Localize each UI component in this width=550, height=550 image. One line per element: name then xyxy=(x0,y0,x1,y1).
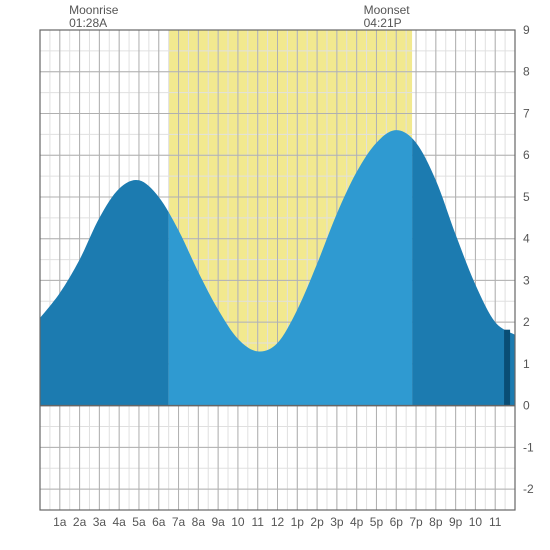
x-tick-label: 7p xyxy=(409,515,423,529)
x-tick-label: 5a xyxy=(132,515,146,529)
x-tick-label: 7a xyxy=(172,515,186,529)
y-tick-label: -1 xyxy=(523,440,534,454)
y-tick-label: -2 xyxy=(523,482,534,496)
x-tick-label: 2p xyxy=(310,515,324,529)
x-tick-label: 12 xyxy=(271,515,285,529)
y-tick-label: 8 xyxy=(523,65,530,79)
moonrise-label: Moonrise xyxy=(69,3,119,17)
moonset-value: 04:21P xyxy=(364,16,402,30)
x-tick-label: 5p xyxy=(370,515,384,529)
y-tick-label: 7 xyxy=(523,106,530,120)
y-tick-label: 9 xyxy=(523,23,530,37)
x-tick-label: 8a xyxy=(192,515,206,529)
x-tick-label: 6p xyxy=(390,515,404,529)
x-tick-label: 1a xyxy=(53,515,67,529)
x-tick-label: 11 xyxy=(489,515,502,529)
y-tick-label: 4 xyxy=(523,232,530,246)
x-tick-label: 11 xyxy=(251,515,264,529)
y-tick-label: 1 xyxy=(523,357,530,371)
x-tick-label: 3p xyxy=(330,515,344,529)
x-tick-label: 1p xyxy=(291,515,305,529)
x-tick-label: 4a xyxy=(112,515,126,529)
x-tick-label: 8p xyxy=(429,515,443,529)
x-tick-label: 4p xyxy=(350,515,364,529)
x-tick-label: 10 xyxy=(231,515,245,529)
y-tick-label: 5 xyxy=(523,190,530,204)
y-tick-label: 2 xyxy=(523,315,530,329)
tide-chart: -2-101234567891a2a3a4a5a6a7a8a9a1011121p… xyxy=(0,0,550,550)
now-marker xyxy=(504,330,510,406)
y-tick-label: 0 xyxy=(523,399,530,413)
y-tick-label: 6 xyxy=(523,148,530,162)
y-tick-label: 3 xyxy=(523,273,530,287)
x-tick-label: 3a xyxy=(93,515,107,529)
x-tick-label: 9a xyxy=(211,515,225,529)
chart-svg: -2-101234567891a2a3a4a5a6a7a8a9a1011121p… xyxy=(0,0,550,550)
x-tick-label: 10 xyxy=(469,515,483,529)
x-tick-label: 9p xyxy=(449,515,463,529)
moonrise-value: 01:28A xyxy=(69,16,107,30)
moonset-label: Moonset xyxy=(364,3,411,17)
x-tick-label: 2a xyxy=(73,515,87,529)
x-tick-label: 6a xyxy=(152,515,166,529)
